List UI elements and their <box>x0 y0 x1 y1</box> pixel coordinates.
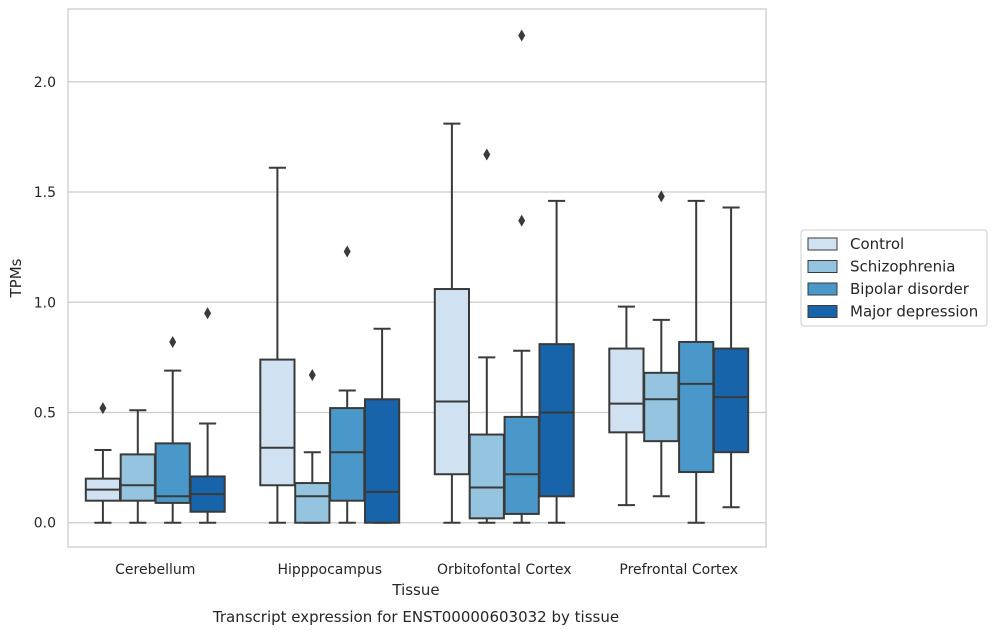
legend-swatch <box>807 305 838 318</box>
box-body <box>259 358 296 487</box>
y-tick-label: 1.0 <box>34 295 56 311</box>
legend-label: Bipolar disorder <box>850 280 970 298</box>
x-tick-label: Orbitofontal Cortex <box>437 562 572 578</box>
plot-frame <box>67 8 767 548</box>
box-body <box>678 340 715 474</box>
y-tick-label: 0.5 <box>34 406 56 422</box>
box <box>433 122 471 524</box>
series-schizophrenia <box>119 148 680 524</box>
box-body <box>433 288 471 476</box>
outlier-marker <box>657 190 665 203</box>
legend-label: Schizophrenia <box>850 258 955 276</box>
box <box>678 199 715 524</box>
box <box>294 369 331 524</box>
box-body <box>503 415 540 515</box>
box-body <box>119 453 156 502</box>
box <box>329 245 366 524</box>
box <box>643 190 680 498</box>
series-major-depression <box>189 199 750 524</box>
x-axis-ticks: Cerebellum Hipppocampus Orbitofontal Corte… <box>115 562 738 578</box>
box <box>468 148 505 524</box>
box <box>154 335 191 524</box>
box <box>119 409 156 524</box>
box-body <box>363 398 401 524</box>
legend-swatch <box>807 237 838 251</box>
legend-label: Major depression <box>850 303 978 321</box>
y-tick-label: 1.5 <box>34 185 56 201</box>
x-axis-label: Tissue <box>391 581 439 599</box>
y-axis-ticks: 0.0 0.5 1.0 1.5 2.0 <box>34 75 56 532</box>
x-tick-label: Prefrontal Cortex <box>619 562 738 578</box>
legend-swatch <box>807 282 838 296</box>
legend-label: Control <box>850 235 904 253</box>
outlier-marker <box>518 29 526 42</box>
box <box>538 199 575 524</box>
box <box>608 305 645 507</box>
outlier-marker <box>99 402 107 415</box>
legend: Control Schizophrenia Bipolar disorder Majo… <box>800 229 988 327</box>
legend-swatch <box>807 260 838 273</box>
box-body <box>468 433 505 520</box>
box-body <box>329 407 366 502</box>
box-series <box>84 29 750 524</box>
box <box>503 29 540 524</box>
x-tick-label: Hipppocampus <box>277 562 382 578</box>
y-tick-label: 2.0 <box>34 75 56 91</box>
series-bipolar-disorder <box>154 29 715 524</box>
box-body <box>643 371 680 443</box>
box <box>84 402 122 524</box>
box-body <box>294 482 331 524</box>
outlier-marker <box>169 335 177 348</box>
box <box>189 307 226 524</box>
box <box>259 166 296 524</box>
y-tick-label: 0.0 <box>34 516 56 532</box>
y-axis-label: TPMs <box>7 258 25 298</box>
x-tick-label: Cerebellum <box>115 562 195 578</box>
series-control <box>84 122 645 524</box>
box-body <box>154 442 191 504</box>
outlier-marker <box>204 307 212 320</box>
box <box>712 206 750 509</box>
box-body <box>712 347 750 454</box>
outlier-marker <box>343 245 351 258</box>
legend-frame <box>800 229 988 327</box>
box <box>363 327 401 524</box>
outlier-marker <box>483 148 491 161</box>
box-body <box>608 347 645 434</box>
box-body <box>538 343 575 498</box>
chart-caption: Transcript expression for ENST0000060303… <box>212 608 619 626</box>
outlier-marker <box>308 369 316 382</box>
outlier-marker <box>518 214 526 227</box>
